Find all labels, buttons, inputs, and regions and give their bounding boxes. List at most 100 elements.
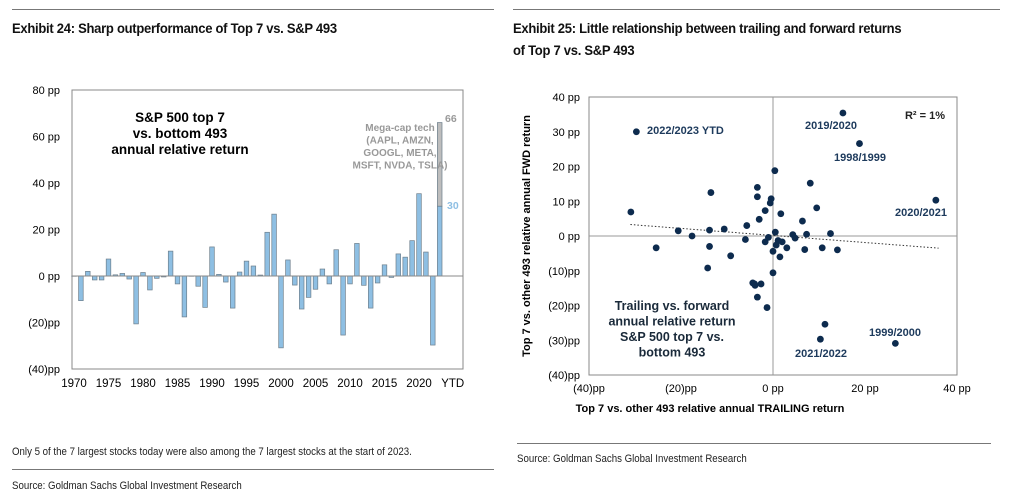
bar-2018 (402, 256, 408, 277)
scatter-point (769, 247, 777, 255)
exhibit-25-title-line2: of Top 7 vs. S&P 493 (513, 42, 635, 58)
bar-y-tick-label: (40)pp (28, 364, 60, 376)
scatter-point (727, 252, 735, 260)
scatter-y-tick-label: 10 pp (552, 196, 580, 208)
scatter-point (627, 208, 635, 216)
bar-2022 (430, 275, 436, 346)
scatter-point (891, 339, 899, 347)
bar-2017 (395, 253, 401, 277)
scatter-point (834, 246, 841, 254)
bar-y-tick-label: (20)pp (28, 318, 60, 330)
bar-1985 (174, 275, 181, 285)
bar-2012 (361, 275, 367, 286)
scatter-x-tick-label: (20)pp (665, 383, 697, 395)
scatter-point (753, 293, 761, 301)
scatter-point (818, 244, 826, 252)
scatter-point (772, 241, 780, 249)
scatter-point (753, 183, 761, 191)
bar-annotation-main: S&P 500 top 7 (135, 110, 225, 125)
bar-1980 (140, 272, 146, 277)
bar-2021 (423, 251, 429, 277)
bar-label-30: 30 (447, 200, 459, 212)
scatter-annotation: S&P 500 top 7 vs. (620, 330, 724, 344)
bar-x-tick-label: 1995 (234, 378, 260, 390)
scatter-y-tick-label: 0 pp (559, 231, 580, 243)
scatter-y-tick-label: 20 pp (552, 162, 580, 174)
bar-annotation-megacap: GOOGL, META, (363, 148, 436, 159)
left-footnote: Only 5 of the 7 largest stocks today wer… (12, 446, 412, 458)
bar-y-tick-label: 40 pp (32, 178, 60, 190)
scatter-point (707, 189, 715, 196)
scatter-point (856, 140, 863, 147)
bar-2001 (285, 259, 291, 277)
bar-x-tick-label: 1990 (199, 378, 225, 390)
bar-x-tick-label: 2010 (337, 378, 363, 390)
scatter-point (776, 253, 784, 261)
bar-x-tick-label: 2015 (372, 378, 398, 390)
scatter-point (755, 215, 763, 223)
bar-x-tick-label: 2005 (303, 378, 329, 390)
scatter-point (769, 269, 777, 277)
bar-1993 (230, 275, 236, 309)
scatter-point (806, 179, 814, 187)
bar-1973 (92, 275, 98, 281)
bar-x-tick-label: YTD (441, 378, 464, 390)
right-bottom-rule (517, 443, 991, 444)
bar-2013 (368, 275, 374, 309)
bar-y-tick-label: 20 pp (32, 225, 60, 237)
scatter-point (839, 109, 847, 117)
bar-1981 (147, 275, 153, 291)
bar-1995 (243, 260, 250, 277)
scatter-point (652, 244, 660, 252)
bar-y-tick-label: 80 pp (32, 85, 60, 97)
bar-annotation-main: annual relative return (111, 142, 248, 157)
scatter-annotation: Trailing vs. forward (615, 299, 730, 313)
bar-1994 (236, 271, 243, 277)
scatter-y-tick-label: (10)pp (548, 266, 580, 278)
scatter-x-tick-label: 20 pp (851, 383, 879, 395)
bar-2002 (292, 275, 298, 286)
bar-x-tick-label: 2020 (406, 378, 432, 390)
bar-2019 (409, 240, 415, 277)
scatter-point (753, 193, 761, 201)
scatter-point (771, 167, 779, 175)
scatter-x-tick-label: (40)pp (573, 383, 605, 395)
scatter-x-axis-label: Top 7 vs. other 493 relative annual TRAI… (576, 403, 845, 415)
bar-1972 (85, 271, 91, 277)
bar-1971 (78, 275, 84, 301)
right-source: Source: Goldman Sachs Global Investment … (517, 453, 747, 465)
bar-1992 (223, 275, 229, 283)
scatter-y-tick-label: 30 pp (552, 127, 580, 139)
scatter-point (827, 230, 834, 237)
scatter-point (763, 304, 771, 311)
scatter-point-label: 1998/1999 (834, 152, 886, 164)
scatter-point (674, 227, 682, 235)
bar-x-tick-label: 1970 (61, 378, 87, 390)
scatter-point-label: 2020/2021 (895, 207, 947, 219)
bar-1999 (271, 213, 277, 277)
bar-2003 (299, 275, 305, 310)
bar-label-66: 66 (445, 113, 457, 125)
scatter-point (771, 228, 779, 236)
bar-1988 (195, 275, 201, 287)
bar-2007 (326, 275, 332, 285)
bar-2011 (354, 243, 360, 277)
bar-1974 (98, 275, 105, 281)
bar-2009 (340, 275, 346, 336)
scatter-point (765, 233, 772, 241)
bar-annotation-megacap: Mega-cap tech (365, 123, 434, 134)
bar-2004 (305, 275, 312, 298)
scatter-point-label: 2022/2023 YTD (647, 125, 724, 137)
bar-x-tick-label: 1985 (165, 378, 191, 390)
left-bottom-rule (12, 469, 494, 470)
bar-YTD (437, 205, 443, 277)
bar-annotation-megacap: (AAPL, AMZN, (366, 136, 434, 147)
scatter-point (816, 335, 824, 343)
bar-annotation-megacap: MSFT, NVDA, TSLA) (353, 161, 448, 172)
bar-y-tick-label: 60 pp (32, 132, 60, 144)
bar-annotation-main: vs. bottom 493 (133, 126, 228, 141)
bar-x-tick-label: 1980 (130, 378, 156, 390)
bar-2010 (347, 275, 353, 285)
bar-1989 (202, 275, 208, 308)
